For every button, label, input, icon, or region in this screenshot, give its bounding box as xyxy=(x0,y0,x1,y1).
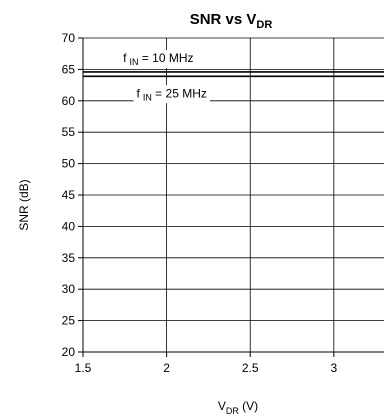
x-axis-label: VDR (V) xyxy=(218,399,258,414)
y-tick-label-0: 20 xyxy=(62,345,76,359)
y-tick-label-9: 65 xyxy=(62,62,76,76)
series-layer xyxy=(83,71,384,78)
y-tick-label-10: 70 xyxy=(62,31,76,45)
x-tick-label-2: 2.5 xyxy=(242,361,259,375)
y-tick-label-2: 30 xyxy=(62,282,76,296)
x-tick-label-3: 3 xyxy=(330,361,337,375)
series-label-bg-1 xyxy=(133,85,210,104)
y-tick-label-6: 50 xyxy=(62,157,76,171)
x-tick-label-0: 1.5 xyxy=(75,361,92,375)
chart-title: SNR vs VDR xyxy=(190,11,273,31)
x-tick-label-1: 2 xyxy=(163,361,170,375)
y-tick-label-3: 35 xyxy=(62,251,76,265)
y-tick-label-1: 25 xyxy=(62,314,76,328)
tick-layer: 20 25 30 35 40 45 50 55 60 65 70 1.5 2 2.5 3 xyxy=(62,31,338,375)
y-axis-label: SNR (dB) xyxy=(17,179,31,230)
y-tick-label-5: 45 xyxy=(62,188,76,202)
series-label-0: f IN = 10 MHz xyxy=(123,51,193,67)
y-tick-label-7: 55 xyxy=(62,125,76,139)
y-tick-label-4: 40 xyxy=(62,219,76,233)
grid-layer xyxy=(82,37,384,353)
annotation-layer: f IN = 10 MHz f IN = 25 MHz xyxy=(120,50,210,104)
series-label-1: f IN = 25 MHz xyxy=(137,86,207,102)
y-tick-label-8: 60 xyxy=(62,94,76,108)
series-label-bg-0 xyxy=(120,50,197,69)
